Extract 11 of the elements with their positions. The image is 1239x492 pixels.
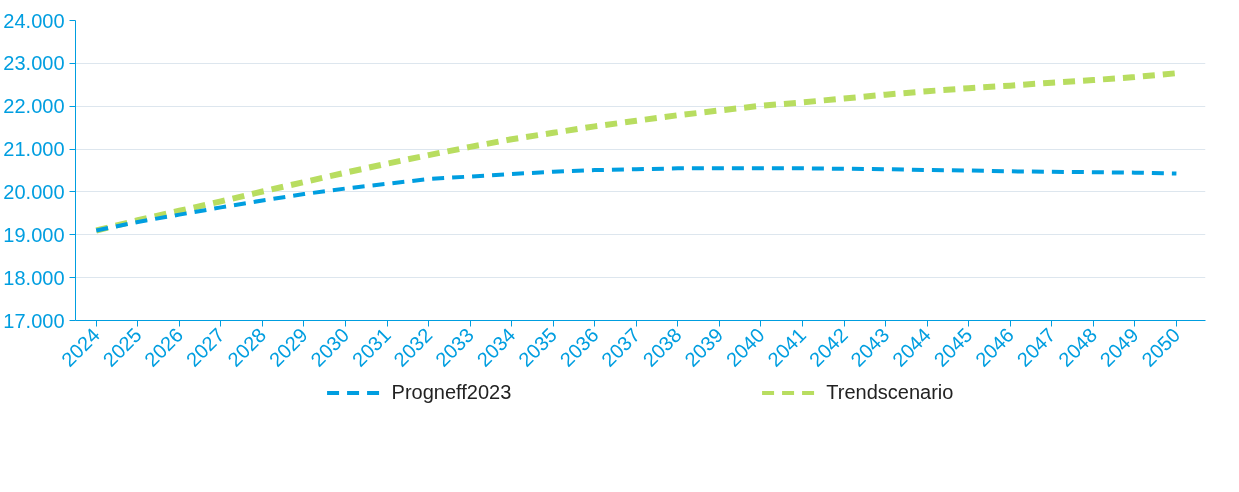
legend-label: Trendscenario (826, 380, 954, 404)
y-tick-label: 21.000 (3, 138, 65, 161)
y-tick-label: 23.000 (3, 52, 65, 75)
y-tick-label: 19.000 (3, 223, 65, 246)
y-tick-label: 24.000 (3, 9, 65, 32)
y-tick-label: 20.000 (3, 180, 65, 203)
legend-label: Progneff2023 (391, 380, 512, 404)
y-tick-label: 22.000 (3, 95, 65, 118)
line-series (94, 166, 1179, 233)
y-tick-label: 17.000 (3, 309, 65, 332)
y-tick-label: 18.000 (3, 266, 65, 289)
